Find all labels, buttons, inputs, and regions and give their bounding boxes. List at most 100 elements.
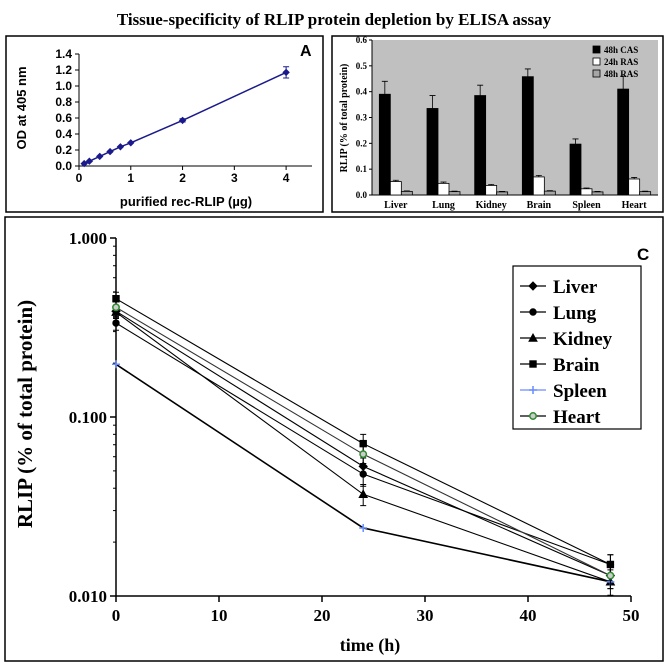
panel-c-point-kidney [358, 489, 369, 498]
panel-a-point [116, 143, 125, 151]
panel-b-legend-label: 48h CAS [604, 45, 638, 55]
panel-b-error-bar [488, 184, 495, 186]
panel-b-category-label: Brain [527, 200, 552, 211]
panel-b-bar [628, 178, 641, 196]
panel-b-legend-swatch [592, 69, 601, 78]
panel-b-plot-area [372, 40, 658, 195]
panel-b-error-bar [451, 190, 458, 192]
panel-b-legend-swatch [592, 45, 601, 54]
panel-c-y-tick-label: 0.100 [69, 408, 107, 427]
panel-c-legend-marker [529, 386, 537, 394]
panel-c-legend-label: Brain [553, 355, 600, 376]
panel-b-error-bar [583, 187, 590, 189]
panel-a-x-tick-label: 2 [179, 171, 186, 185]
panel-b-bar [521, 76, 534, 196]
panel-b-error-bar [631, 177, 638, 179]
panel-a-y-tick-label: 1.2 [55, 63, 72, 77]
panel-a-xlabel: purified rec-RLIP (µg) [120, 194, 252, 209]
panel-b-category-label: Heart [622, 200, 648, 211]
panel-c-point-spleen [112, 360, 120, 369]
panel-b-error-bar [546, 190, 553, 192]
panel-b-error-bar [535, 174, 542, 177]
panel-c-x-tick-label: 20 [314, 606, 331, 625]
panel-c-x-tick-label: 10 [211, 606, 228, 625]
panel-b-error-bar [440, 181, 447, 184]
panel-c-point-spleen [359, 523, 368, 532]
figure-title: Tissue-specificity of RLIP protein deple… [117, 10, 552, 29]
panel-c-point-lung [112, 319, 120, 327]
panel-c-legend-marker [528, 281, 538, 291]
panel-c-legend-label: Lung [553, 303, 597, 324]
panel-b-bar [591, 191, 604, 196]
panel-c-legend-marker [529, 412, 537, 420]
panel-c-x-tick-label: 50 [623, 606, 640, 625]
panel-a: A 0.0 0.2 0.4 0.6 0.8 1.0 1.2 1.4 0 1 2 3 4 purified… [5, 35, 324, 213]
panel-a-frame [5, 35, 324, 213]
panel-b-error-bar [572, 138, 579, 145]
panel-c-point-heart [359, 450, 368, 459]
panel-b-bar [448, 191, 461, 196]
panel-a-point [178, 116, 187, 125]
panel-b-error-bar [392, 179, 399, 182]
panel-c-legend-label: Liver [553, 277, 598, 298]
panel-b-y-tick-label: 0.2 [356, 138, 368, 148]
panel-b-legend-swatch [592, 57, 601, 66]
panel-b-error-bar [642, 190, 649, 192]
panel-a-x-tick-label: 4 [283, 171, 290, 185]
panel-b-bar [474, 95, 487, 196]
panel-c-legend-marker [528, 332, 538, 342]
panel-a-x-tick-label: 0 [76, 171, 83, 185]
panel-b-bar [437, 182, 450, 196]
panel-c-y-tick-label: 0.010 [69, 587, 107, 606]
panel-b-error-bar [594, 190, 601, 192]
panel-b-ylabel: RLIP (% of total protein) [339, 64, 350, 173]
panel-b-bar [532, 176, 545, 196]
panel-a-y-tick-label: 0.2 [55, 143, 72, 157]
panel-a-point [96, 152, 104, 161]
panel-c-legend-label: Spleen [553, 381, 607, 402]
panel-b-error-bar [429, 95, 436, 109]
panel-a-x-tick-label: 3 [231, 171, 238, 185]
panel-b-y-tick-label: 0.1 [356, 164, 368, 174]
panel-b-error-bar [499, 190, 506, 192]
panel-b-y-tick-label: 0.3 [356, 113, 368, 123]
panel-c-ylabel: RLIP (% of total protein) [13, 300, 37, 528]
panel-b-y-tick-label: 0.6 [356, 35, 368, 45]
panel-c-legend-box [512, 265, 642, 430]
panel-b-category-label: Lung [432, 200, 455, 211]
panel-c-legend-label: Heart [553, 407, 601, 428]
panel-c-xlabel: time (h) [340, 635, 400, 656]
panel-b-error-bar [620, 75, 627, 90]
panel-b-bar [617, 88, 630, 196]
panel-b-bar [639, 191, 652, 196]
panel-c-point-heart [112, 303, 120, 312]
panel-b-y-tick-label: 0.5 [356, 61, 368, 71]
panel-b-bar [426, 108, 439, 196]
panel-a-y-tick-label: 0.6 [55, 111, 72, 125]
panel-b-y-tick-label: 0.0 [356, 190, 368, 200]
panel-b-legend-label: 24h RAS [604, 57, 638, 67]
panel-b-category-label: Kidney [476, 200, 507, 211]
panel-b-category-label: Liver [384, 200, 408, 211]
panel-b-bar [378, 93, 391, 196]
panel-c-point-brain [112, 295, 120, 303]
panel-b-bar [496, 191, 509, 196]
panel-a-point [282, 68, 290, 77]
panel-c-letter: C [637, 245, 649, 264]
panel-c-legend-label: Kidney [553, 329, 613, 350]
panel-a-letter: A [300, 43, 312, 60]
panel-a-point [85, 157, 94, 165]
panel-b-error-bar [477, 84, 484, 96]
panel-b-bar [543, 190, 556, 196]
panel-b-error-bar [381, 80, 388, 95]
panel-b-category-label: Spleen [572, 200, 601, 211]
panel-b-bar [580, 188, 593, 196]
panel-b-bar [400, 190, 413, 196]
panel-b-bar [485, 185, 498, 196]
panel-c-y-tick-label: 1.000 [69, 229, 107, 248]
panel-b-error-bar [524, 68, 531, 77]
panel-b-bar [389, 181, 402, 196]
panel-a-y-tick-label: 1.4 [55, 47, 72, 61]
panel-a-y-tick-label: 1.0 [55, 79, 72, 93]
panel-c-x-tick-label: 40 [520, 606, 537, 625]
